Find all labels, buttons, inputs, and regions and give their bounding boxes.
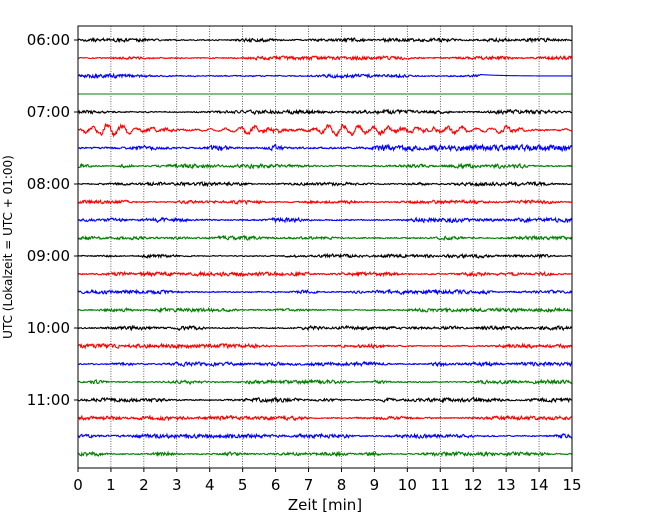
trace-group [77, 36, 573, 458]
trace-0815 [77, 198, 573, 206]
x-tick-label: 11 [431, 476, 450, 494]
trace-0600 [77, 36, 573, 44]
x-tick-label: 10 [398, 476, 417, 494]
trace-0630 [77, 72, 572, 80]
trace-0730 [77, 143, 573, 153]
trace-1030 [77, 360, 573, 368]
trace-0715 [77, 122, 573, 138]
x-axis-ticks: 0 1 2 3 4 5 6 7 8 9 10 11 12 13 14 15 [73, 468, 582, 494]
x-tick-label: 0 [73, 476, 83, 494]
y-tick-label: 06:00 [27, 31, 70, 49]
x-tick-label: 15 [562, 476, 581, 494]
x-grid-lines [110, 26, 540, 468]
trace-0915 [77, 270, 573, 278]
x-axis-label: Zeit [min] [288, 496, 362, 514]
trace-1000 [77, 324, 573, 332]
trace-1130 [77, 432, 573, 440]
trace-0745 [77, 162, 573, 170]
y-tick-label: 08:00 [27, 175, 70, 193]
trace-0900 [77, 252, 573, 260]
y-axis-label: UTC (Lokalzeit = UTC + 01:00) [1, 155, 15, 339]
trace-0945 [77, 306, 573, 314]
trace-1100 [77, 396, 573, 404]
trace-1115 [77, 414, 573, 422]
y-tick-label: 07:00 [27, 103, 70, 121]
trace-0615 [77, 54, 573, 62]
y-axis-ticks: 06:00 07:00 08:00 09:00 10:00 11:00 [27, 31, 78, 409]
x-tick-label: 8 [337, 476, 347, 494]
x-tick-label: 3 [172, 476, 182, 494]
trace-1145 [77, 450, 573, 458]
trace-0845 [77, 234, 573, 242]
trace-0800 [77, 180, 573, 188]
x-tick-label: 4 [205, 476, 215, 494]
trace-0700 [77, 108, 573, 116]
x-tick-label: 13 [497, 476, 516, 494]
x-tick-label: 14 [530, 476, 549, 494]
trace-0930 [77, 288, 573, 296]
trace-1015 [77, 342, 573, 350]
trace-0830 [77, 216, 573, 224]
y-tick-label: 10:00 [27, 319, 70, 337]
x-tick-label: 7 [304, 476, 314, 494]
y-tick-label: 11:00 [27, 391, 70, 409]
x-tick-label: 9 [370, 476, 380, 494]
x-tick-label: 1 [106, 476, 116, 494]
x-tick-label: 2 [139, 476, 149, 494]
x-tick-label: 5 [238, 476, 248, 494]
trace-1045 [77, 378, 573, 386]
x-tick-label: 12 [464, 476, 483, 494]
y-tick-label: 09:00 [27, 247, 70, 265]
plot-frame [77, 25, 573, 469]
x-tick-label: 6 [271, 476, 281, 494]
